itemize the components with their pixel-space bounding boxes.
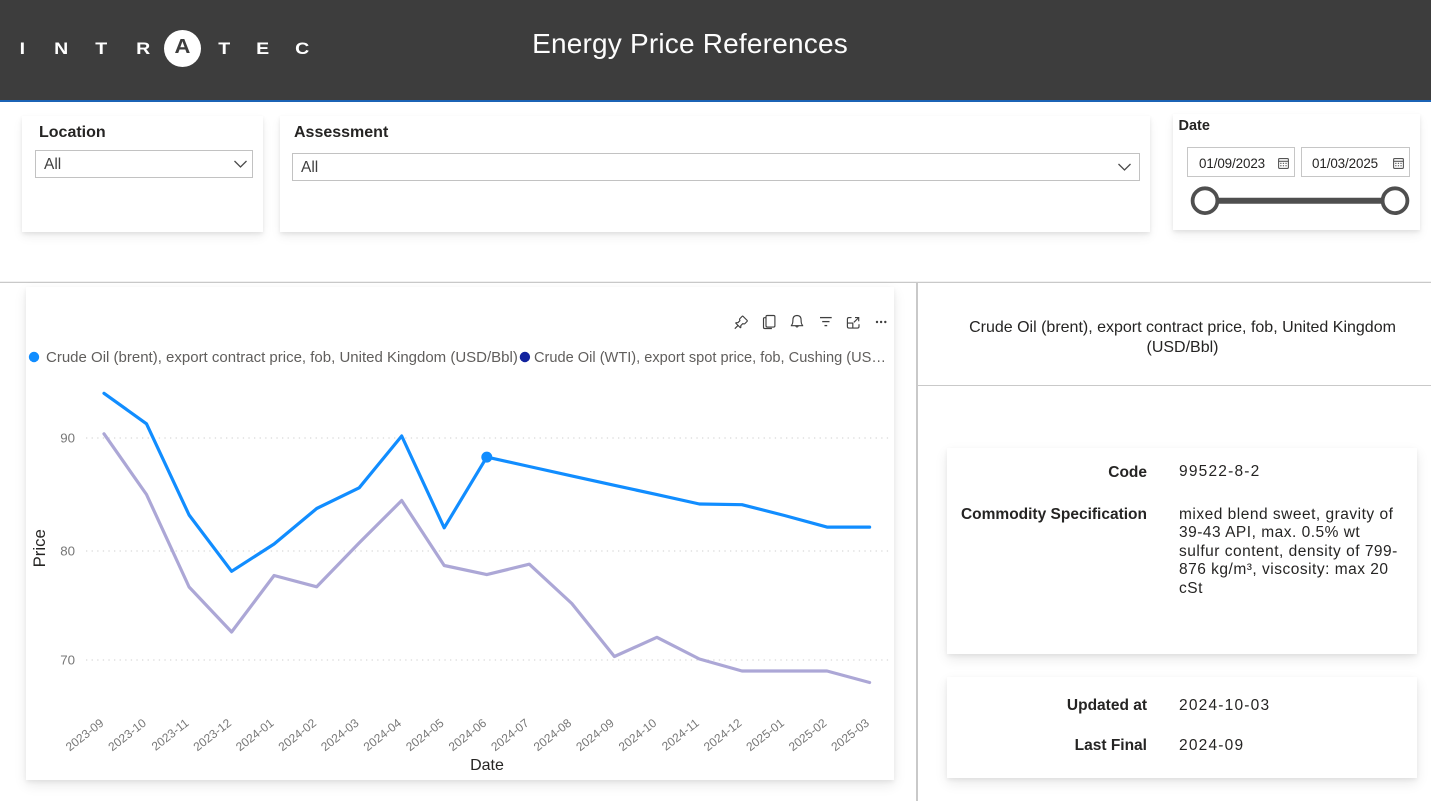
svg-text:2024-10: 2024-10	[616, 716, 660, 754]
svg-text:70: 70	[60, 653, 75, 668]
svg-text:2023-12: 2023-12	[191, 716, 235, 754]
svg-text:2023-09: 2023-09	[63, 716, 107, 754]
svg-text:Date: Date	[470, 757, 504, 774]
svg-text:90: 90	[60, 431, 75, 446]
svg-text:2024-01: 2024-01	[233, 716, 277, 754]
svg-text:2024-06: 2024-06	[446, 716, 490, 754]
svg-text:2024-03: 2024-03	[318, 716, 362, 754]
svg-text:2023-11: 2023-11	[149, 716, 192, 754]
svg-text:2023-10: 2023-10	[106, 716, 150, 754]
svg-text:Crude Oil (brent), export cont: Crude Oil (brent), export contract price…	[46, 349, 518, 366]
svg-text:2024-04: 2024-04	[361, 716, 405, 754]
svg-text:2025-03: 2025-03	[829, 716, 873, 754]
svg-text:2024-02: 2024-02	[276, 716, 320, 754]
svg-text:2024-11: 2024-11	[659, 716, 702, 754]
svg-text:2025-01: 2025-01	[744, 716, 788, 754]
svg-text:2025-02: 2025-02	[786, 716, 830, 754]
svg-text:80: 80	[60, 544, 75, 559]
svg-text:2024-12: 2024-12	[701, 716, 745, 754]
svg-text:Crude Oil (WTI), export spot p: Crude Oil (WTI), export spot price, fob,…	[534, 350, 886, 366]
svg-text:2024-07: 2024-07	[488, 716, 532, 754]
svg-text:2024-05: 2024-05	[403, 716, 447, 754]
svg-text:2024-09: 2024-09	[573, 716, 617, 754]
svg-text:Price: Price	[30, 529, 49, 567]
svg-text:2024-08: 2024-08	[531, 716, 575, 754]
